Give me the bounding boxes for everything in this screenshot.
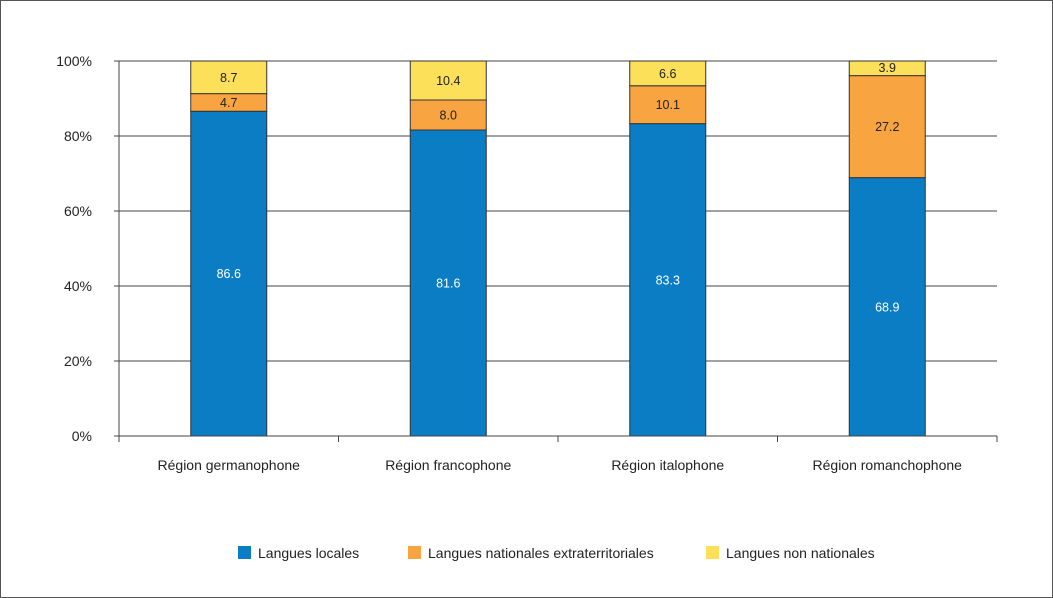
legend-label: Langues nationales extraterritoriales xyxy=(428,545,654,561)
legend-swatch xyxy=(408,546,421,559)
data-label: 27.2 xyxy=(875,120,899,134)
data-label: 6.6 xyxy=(659,67,676,81)
data-label: 8.7 xyxy=(220,71,237,85)
bar-segment xyxy=(848,177,926,437)
category-label: Région romanchophone xyxy=(813,457,963,473)
data-labels: 86.6 4.7 8.7 81.6 8.0 10.4 83.3 10.1 6.6 68.9 27.2… xyxy=(217,61,900,314)
bar-segment xyxy=(629,85,707,125)
y-tick-label: 20% xyxy=(64,353,92,369)
data-label: 86.6 xyxy=(217,267,241,281)
y-tick-label: 80% xyxy=(64,128,92,144)
data-label: 81.6 xyxy=(436,277,460,291)
bar-segment xyxy=(190,60,268,95)
legend-swatch xyxy=(238,546,251,559)
data-label: 8.0 xyxy=(440,109,457,123)
data-label: 3.9 xyxy=(879,61,896,75)
bar-segment xyxy=(409,129,487,437)
category-label: Région italophone xyxy=(611,457,724,473)
data-label: 83.3 xyxy=(656,273,680,287)
axes: 0% 20% 40% 60% 80% 100% Région germanophone Rég… xyxy=(56,53,998,473)
y-tick-label: 0% xyxy=(72,428,92,444)
y-tick-label: 40% xyxy=(64,278,92,294)
data-label: 68.9 xyxy=(875,300,899,314)
y-tick-label: 100% xyxy=(56,53,92,69)
bar-segment xyxy=(848,60,926,77)
data-label: 10.4 xyxy=(436,74,460,88)
y-tick-label: 60% xyxy=(64,203,92,219)
category-label: Région francophone xyxy=(385,457,511,473)
bar-segment xyxy=(409,99,487,131)
bars xyxy=(190,60,926,437)
legend-swatch xyxy=(706,546,719,559)
bar-segment xyxy=(629,60,707,87)
bar-segment xyxy=(409,60,487,101)
legend-label: Langues non nationales xyxy=(726,545,875,561)
legend: Langues locales Langues nationales extrat… xyxy=(238,545,875,561)
data-label: 10.1 xyxy=(656,98,680,112)
bar-segment xyxy=(848,75,926,179)
category-label: Région germanophone xyxy=(158,457,301,473)
data-label: 4.7 xyxy=(220,96,237,110)
legend-label: Langues locales xyxy=(258,545,359,561)
